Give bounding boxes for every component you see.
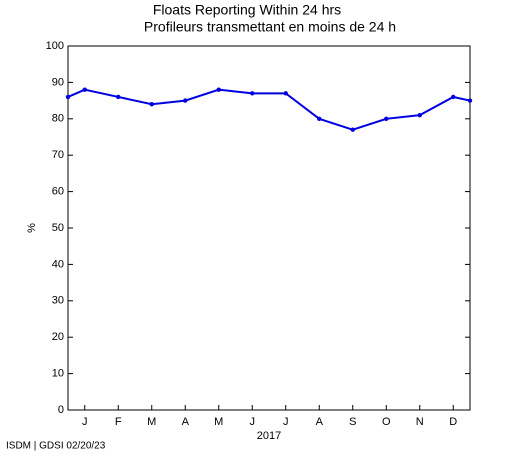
data-point xyxy=(65,94,71,100)
data-point xyxy=(283,91,288,96)
data-point xyxy=(350,127,355,132)
x-tick-label: A xyxy=(316,416,324,428)
y-axis-label: % xyxy=(26,223,38,233)
y-tick-label: 20 xyxy=(52,331,64,343)
data-point xyxy=(216,87,221,92)
data-point xyxy=(250,91,255,96)
y-tick-label: 70 xyxy=(52,149,64,161)
y-tick-label: 30 xyxy=(52,295,64,307)
x-tick-label: A xyxy=(182,416,190,428)
y-tick-label: 100 xyxy=(46,40,64,52)
data-point xyxy=(116,94,121,100)
x-tick-label: D xyxy=(449,416,457,428)
x-tick-label: J xyxy=(283,416,289,428)
data-point xyxy=(82,87,87,92)
data-point xyxy=(417,112,422,118)
y-tick-label: 0 xyxy=(58,404,64,416)
data-point xyxy=(467,98,473,103)
y-tick-label: 80 xyxy=(52,113,64,125)
data-point xyxy=(384,116,389,122)
chart-subtitle: Profileurs transmettant en moins de 24 h xyxy=(144,19,396,35)
y-tick-label: 90 xyxy=(52,76,64,88)
chart-title: Floats Reporting Within 24 hrs xyxy=(153,2,341,18)
data-point xyxy=(183,98,188,103)
data-point xyxy=(149,102,154,107)
x-tick-label: J xyxy=(82,416,88,428)
x-tick-label: S xyxy=(349,416,356,428)
x-tick-label: M xyxy=(214,416,223,428)
x-tick-label: F xyxy=(115,416,122,428)
x-tick-label: O xyxy=(382,416,391,428)
data-line xyxy=(67,88,471,131)
x-tick-label: M xyxy=(147,416,156,428)
data-point xyxy=(451,94,456,100)
footer: ISDM | GDSI 02/20/23 xyxy=(6,441,106,452)
x-tick-label: N xyxy=(416,416,424,428)
y-tick-label: 40 xyxy=(52,258,64,270)
y-tick-label: 50 xyxy=(52,222,64,234)
y-tick-label: 10 xyxy=(52,368,64,380)
data-point xyxy=(317,116,322,122)
x-axis-label: 2017 xyxy=(257,430,281,442)
y-tick-label: 60 xyxy=(52,186,64,198)
x-tick-label: J xyxy=(250,416,256,428)
